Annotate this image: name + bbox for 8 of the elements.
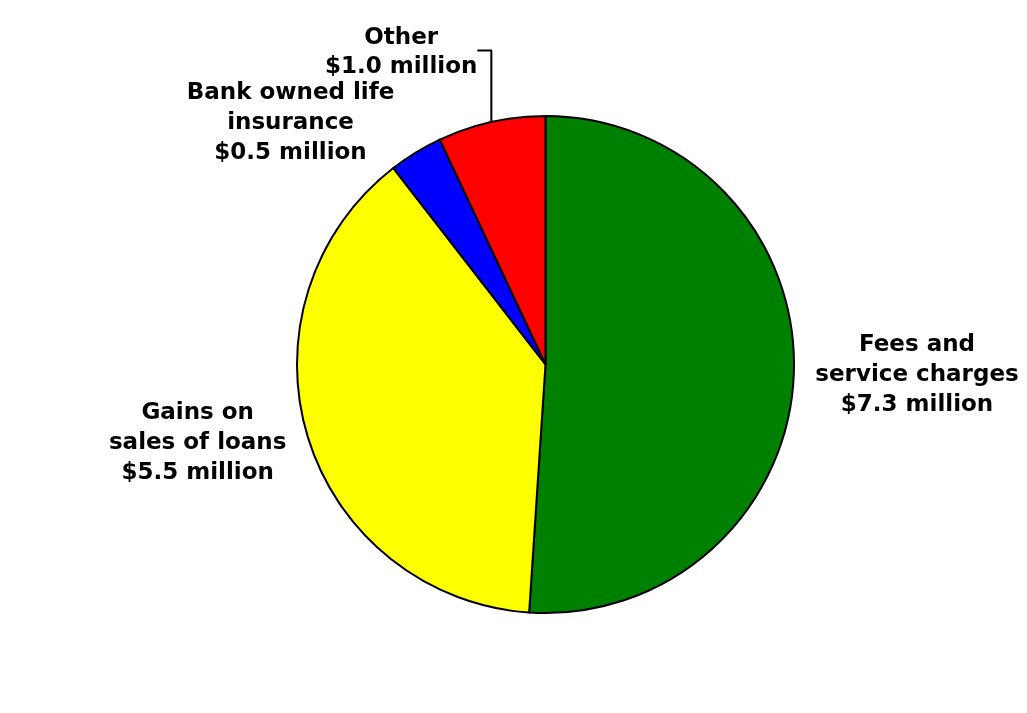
slice-label: Other xyxy=(364,22,439,49)
slice-label: Gains on sales of loans xyxy=(108,397,287,454)
data-label: $0.5 million xyxy=(214,138,367,165)
data-label: $5.5 million xyxy=(121,457,274,484)
data-label: $1.0 million xyxy=(324,52,478,79)
slice-label: Bank owned life insurance xyxy=(186,78,395,135)
slice-label: Fees and service charges xyxy=(815,329,1019,386)
data-label: $7.3 million xyxy=(840,389,994,416)
